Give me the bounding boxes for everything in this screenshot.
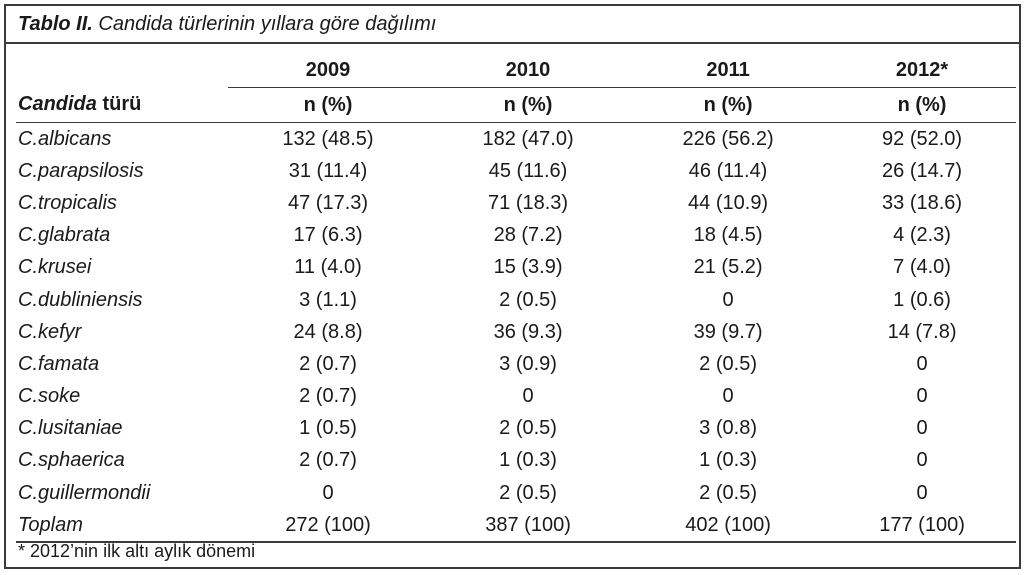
count-cell: 46 (11.4) <box>688 159 768 182</box>
unit-header: n (%) <box>628 87 829 123</box>
table-row: C.lusitaniae 1 (0.5) 2 (0.5) 3 (0.8) 0 <box>16 413 1016 445</box>
species-column-header: Candida türü <box>16 87 228 123</box>
count-cell: 182 (47.0) <box>482 127 574 150</box>
count-cell: 1 (0.3) <box>499 449 557 472</box>
count-cell: 2 (0.5) <box>499 481 557 504</box>
count-cell: 24 (8.8) <box>293 320 363 343</box>
count-cell: 3 (0.8) <box>699 417 757 440</box>
species-name: C.parapsilosis <box>18 159 144 182</box>
table-row: C.famata 2 (0.7) 3 (0.9) 2 (0.5) 0 <box>16 348 1016 380</box>
species-name: C.glabrata <box>18 224 111 247</box>
count-cell: 39 (9.7) <box>693 320 763 343</box>
table-row: C.albicans 132 (48.5) 182 (47.0) 226 (56.2)… <box>16 123 1016 156</box>
count-cell: 0 <box>916 385 928 408</box>
count-cell: 2 (0.7) <box>299 449 357 472</box>
count-cell: 3 (0.9) <box>499 352 557 375</box>
caption-label: Tablo II. <box>18 13 93 35</box>
count-cell: 17 (6.3) <box>293 224 363 247</box>
count-cell: 0 <box>916 352 928 375</box>
species-name: C.soke <box>18 385 81 408</box>
count-cell: 2 (0.5) <box>499 417 557 440</box>
year-header-2010: 2010 <box>428 53 629 88</box>
unit-header: n (%) <box>828 87 1016 123</box>
count-cell: 18 (4.5) <box>693 224 763 247</box>
count-cell: 0 <box>916 449 928 472</box>
species-header-rest: türü <box>96 93 142 116</box>
species-name: C.lusitaniae <box>18 417 123 440</box>
count-cell: 3 (1.1) <box>299 288 357 311</box>
count-cell: 15 (3.9) <box>493 256 563 279</box>
count-cell: 1 (0.5) <box>299 417 357 440</box>
table-row: C.sphaerica 2 (0.7) 1 (0.3) 1 (0.3) 0 <box>16 445 1016 477</box>
unit-header-row: Candida türü n (%) n (%) n (%) n (%) <box>16 87 1016 123</box>
count-cell: 387 (100) <box>428 509 629 544</box>
count-cell: 0 <box>722 385 734 408</box>
count-cell: 33 (18.6) <box>882 191 963 214</box>
count-cell: 21 (5.2) <box>693 256 763 279</box>
species-name: C.guillermondii <box>18 481 151 504</box>
count-cell: 14 (7.8) <box>887 320 957 343</box>
species-name: C.dubliniensis <box>18 288 143 311</box>
year-header-2009: 2009 <box>228 53 429 88</box>
count-cell: 0 <box>916 481 928 504</box>
count-cell: 2 (0.5) <box>699 352 757 375</box>
table-row: C.tropicalis 47 (17.3) 71 (18.3) 44 (10.9) 3… <box>16 187 1016 219</box>
table-caption: Tablo II. Candida türlerinin yıllara gör… <box>6 6 1019 44</box>
count-cell: 2 (0.7) <box>299 352 357 375</box>
count-cell: 71 (18.3) <box>488 191 569 214</box>
data-table: 2009 2010 2011 2012* Candida türü n (%) … <box>16 53 1016 544</box>
count-cell: 44 (10.9) <box>688 191 769 214</box>
species-name: C.tropicalis <box>18 191 117 214</box>
count-cell: 47 (17.3) <box>287 191 369 214</box>
count-cell: 7 (4.0) <box>893 256 951 279</box>
count-cell: 2 (0.7) <box>299 385 357 408</box>
count-cell: 45 (11.6) <box>488 159 568 182</box>
table-frame: Tablo II. Candida türlerinin yıllara gör… <box>4 4 1021 569</box>
year-header-2012: 2012* <box>828 53 1016 88</box>
footnote: * 2012’nin ilk altı aylık dönemi <box>18 541 256 561</box>
table-row: C.soke 2 (0.7) 0 0 0 <box>16 381 1016 413</box>
species-name: C.kefyr <box>18 320 82 343</box>
count-cell: 31 (11.4) <box>288 159 368 182</box>
count-cell: 132 (48.5) <box>282 127 374 150</box>
species-name: C.krusei <box>18 256 92 279</box>
count-cell: 177 (100) <box>828 509 1016 544</box>
count-cell: 2 (0.5) <box>499 288 557 311</box>
unit-header: n (%) <box>428 87 629 123</box>
count-cell: 0 <box>916 417 928 440</box>
count-cell: 11 (4.0) <box>294 256 362 279</box>
table-row: C.glabrata 17 (6.3) 28 (7.2) 18 (4.5) 4 (2.3… <box>16 220 1016 252</box>
count-cell: 1 (0.6) <box>893 288 951 311</box>
count-cell: 1 (0.3) <box>699 449 757 472</box>
table-row: C.kefyr 24 (8.8) 36 (9.3) 39 (9.7) 14 (7.8) <box>16 316 1016 348</box>
count-cell: 0 <box>322 481 334 504</box>
species-name: C.famata <box>18 352 100 375</box>
species-name: C.sphaerica <box>18 449 125 472</box>
species-name: Toplam <box>16 509 228 544</box>
count-cell: 4 (2.3) <box>893 224 951 247</box>
count-cell: 2 (0.5) <box>699 481 757 504</box>
unit-header: n (%) <box>228 87 429 123</box>
count-cell: 0 <box>722 288 734 311</box>
species-header-italic: Candida <box>18 93 97 116</box>
table-row: C.dubliniensis 3 (1.1) 2 (0.5) 0 1 (0.6) <box>16 284 1016 316</box>
table-row: C.krusei 11 (4.0) 15 (3.9) 21 (5.2) 7 (4.0) <box>16 252 1016 284</box>
count-cell: 272 (100) <box>228 509 429 544</box>
count-cell: 402 (100) <box>628 509 829 544</box>
count-cell: 226 (56.2) <box>682 127 774 150</box>
year-header-row: 2009 2010 2011 2012* <box>16 53 1016 88</box>
empty-corner <box>16 53 228 88</box>
table-row: Toplam 272 (100) 387 (100) 402 (100) 177 (10… <box>16 509 1016 544</box>
count-cell: 0 <box>522 385 534 408</box>
count-cell: 28 (7.2) <box>493 224 563 247</box>
species-name: C.albicans <box>18 127 112 150</box>
count-cell: 26 (14.7) <box>882 159 963 182</box>
count-cell: 36 (9.3) <box>493 320 563 343</box>
table-row: C.guillermondii 0 2 (0.5) 2 (0.5) 0 <box>16 477 1016 509</box>
year-header-2011: 2011 <box>628 53 829 88</box>
count-cell: 92 (52.0) <box>882 127 963 150</box>
table-row: C.parapsilosis 31 (11.4) 45 (11.6) 46 (11.4… <box>16 155 1016 187</box>
caption-text: Candida türlerinin yıllara göre dağılımı <box>98 13 437 35</box>
